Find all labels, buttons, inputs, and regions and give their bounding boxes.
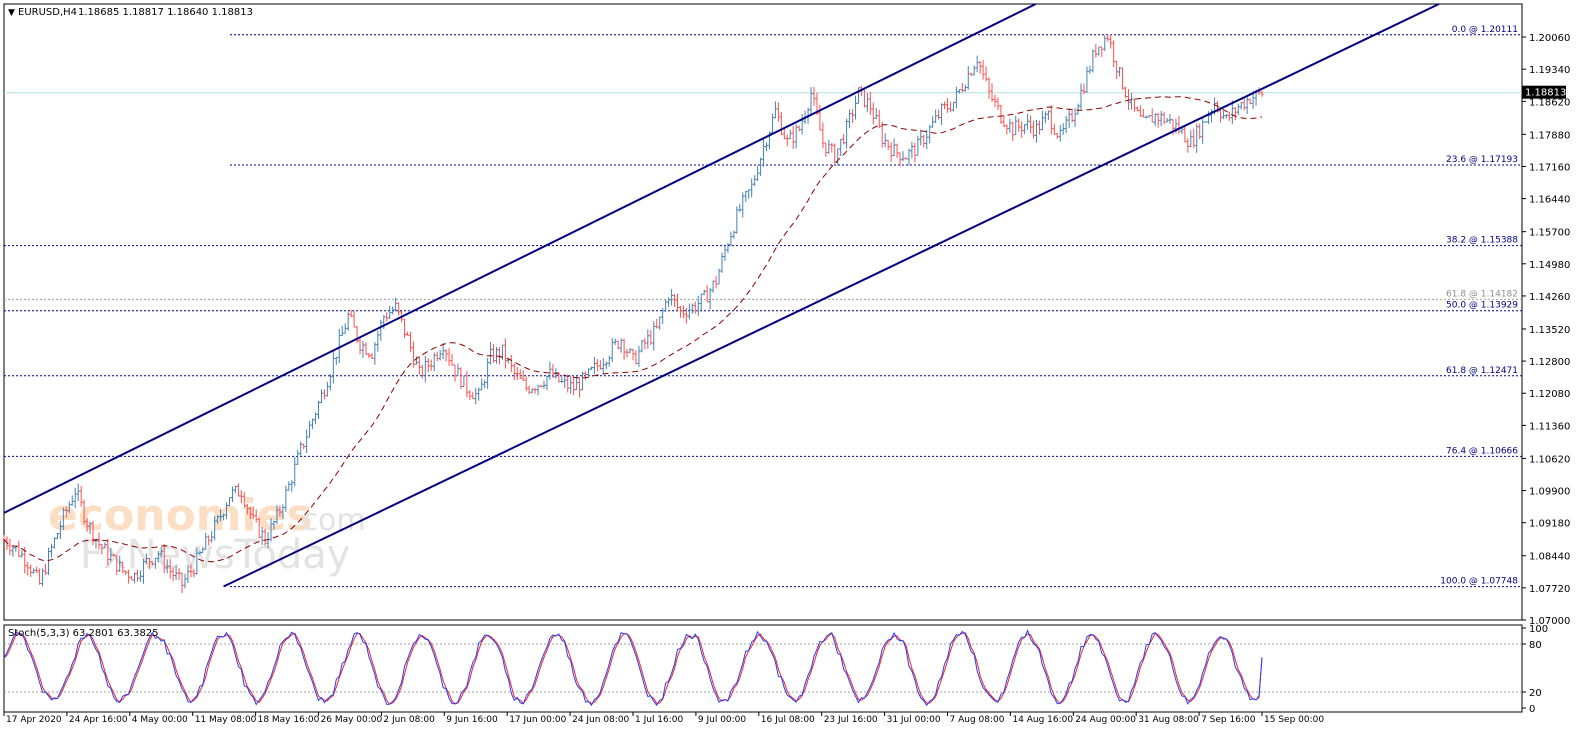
time-tick-label: 2 Jun 08:00 <box>383 715 435 725</box>
fib-level-label: 76.4 @ 1.10666 <box>1446 446 1518 456</box>
price-tick-label: 1.20060 <box>1529 33 1570 44</box>
time-tick-label: 14 Aug 16:00 <box>1012 715 1073 725</box>
price-tick-label: 1.16440 <box>1529 195 1570 206</box>
time-tick-label: 31 Aug 08:00 <box>1138 715 1199 725</box>
fib-level-label: 100.0 @ 1.07748 <box>1440 577 1518 587</box>
time-tick-label: 16 Jul 08:00 <box>761 715 815 725</box>
fib-level-label: 50.0 @ 1.13929 <box>1446 301 1518 311</box>
time-tick-label: 18 May 16:00 <box>258 715 320 725</box>
current-price-box <box>1522 85 1566 99</box>
price-tick-label: 1.12800 <box>1529 357 1570 368</box>
price-tick-label: 1.19340 <box>1529 65 1570 76</box>
time-tick-label: 15 Sep 00:00 <box>1264 715 1324 725</box>
svg-text:.com: .com <box>292 503 366 538</box>
price-tick-label: 1.18620 <box>1529 97 1570 108</box>
time-tick-label: 24 Jun 08:00 <box>572 715 629 725</box>
chart-quotes: 1.18685 1.18817 1.18640 1.18813 <box>78 7 253 18</box>
price-tick-label: 1.14260 <box>1529 292 1570 303</box>
price-tick-label: 1.07720 <box>1529 584 1570 595</box>
channel-upper-line <box>3 3 1037 514</box>
moving-average-line <box>3 96 1263 563</box>
time-tick-label: 26 May 00:00 <box>321 715 383 725</box>
time-tick-label: 1 Jul 16:00 <box>635 715 684 725</box>
price-tick-label: 1.10620 <box>1529 454 1570 465</box>
stoch-tick-label: 0 <box>1529 704 1535 715</box>
price-tick-label: 1.17880 <box>1529 130 1570 141</box>
fib-level-label: 23.6 @ 1.17193 <box>1446 155 1518 165</box>
time-tick-label: 7 Sep 16:00 <box>1201 715 1256 725</box>
watermark: economies .com FxNewsToday <box>48 490 366 578</box>
price-tick-label: 1.12080 <box>1529 389 1570 400</box>
symbol-triangle-icon[interactable]: ▼ <box>8 8 15 18</box>
price-tick-label: 1.09180 <box>1529 519 1570 530</box>
time-tick-label: 9 Jul 00:00 <box>698 715 747 725</box>
candles <box>2 34 1264 594</box>
price-axis: 1.20060 1.19340 1.18620 1.17880 1.17160 1.164… <box>1522 33 1570 627</box>
price-tick-label: 1.07000 <box>1529 616 1570 627</box>
trend-channel <box>3 3 1440 588</box>
fib-level-label: 61.8 @ 1.14182 <box>1446 289 1518 299</box>
stoch-tick-label: 20 <box>1529 688 1542 699</box>
stoch-main-line <box>3 629 1263 707</box>
stoch-title: Stoch(5,3,3) 63.2801 63.3825 <box>8 628 159 639</box>
time-tick-label: 24 Apr 16:00 <box>69 715 128 725</box>
svg-text:FxNewsToday: FxNewsToday <box>80 532 350 578</box>
moving-average <box>3 96 1263 563</box>
time-tick-label: 9 Jun 16:00 <box>446 715 498 725</box>
price-tick-label: 1.11360 <box>1529 421 1570 432</box>
stoch-signal-line <box>3 632 1263 705</box>
time-tick-label: 7 Aug 08:00 <box>950 715 1005 725</box>
fib-level-label: 61.8 @ 1.12471 <box>1446 366 1518 376</box>
fib-level-label: 0.0 @ 1.20111 <box>1452 25 1518 35</box>
time-axis: 17 Apr 2020 24 Apr 16:00 4 May 00:00 11 May… <box>3 712 1324 725</box>
time-tick-label: 11 May 08:00 <box>195 715 257 725</box>
price-tick-label: 1.15700 <box>1529 228 1570 239</box>
stoch-tick-label: 100 <box>1529 624 1548 635</box>
price-tick-label: 1.08440 <box>1529 552 1570 563</box>
time-tick-label: 23 Jul 16:00 <box>824 715 878 725</box>
main-panel-frame <box>3 3 1523 621</box>
price-tick-label: 1.13520 <box>1529 325 1570 336</box>
stoch-tick-label: 80 <box>1529 640 1542 651</box>
price-tick-label: 1.17160 <box>1529 162 1570 173</box>
chart-symbol: EURUSD,H4 <box>18 7 77 18</box>
time-tick-label: 4 May 00:00 <box>132 715 188 725</box>
price-tick-label: 1.14980 <box>1529 260 1570 271</box>
time-tick-label: 17 Jun 00:00 <box>509 715 566 725</box>
time-tick-label: 31 Jul 00:00 <box>887 715 941 725</box>
current-price-label: 1.18813 <box>1525 88 1566 99</box>
stochastic-indicator: 100 80 20 0 <box>3 624 1548 715</box>
fibonacci-levels: 0.0 @ 1.20111 23.6 @ 1.17193 38.2 @ 1.1538… <box>4 25 1522 588</box>
price-tick-label: 1.09900 <box>1529 487 1570 498</box>
channel-lower-line <box>223 3 1440 588</box>
time-tick-label: 17 Apr 2020 <box>6 715 62 725</box>
fib-level-label: 38.2 @ 1.15388 <box>1446 236 1518 246</box>
time-tick-label: 24 Aug 00:00 <box>1075 715 1136 725</box>
